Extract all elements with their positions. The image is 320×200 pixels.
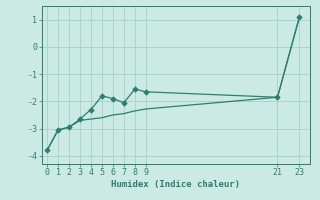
X-axis label: Humidex (Indice chaleur): Humidex (Indice chaleur) [111,180,241,189]
